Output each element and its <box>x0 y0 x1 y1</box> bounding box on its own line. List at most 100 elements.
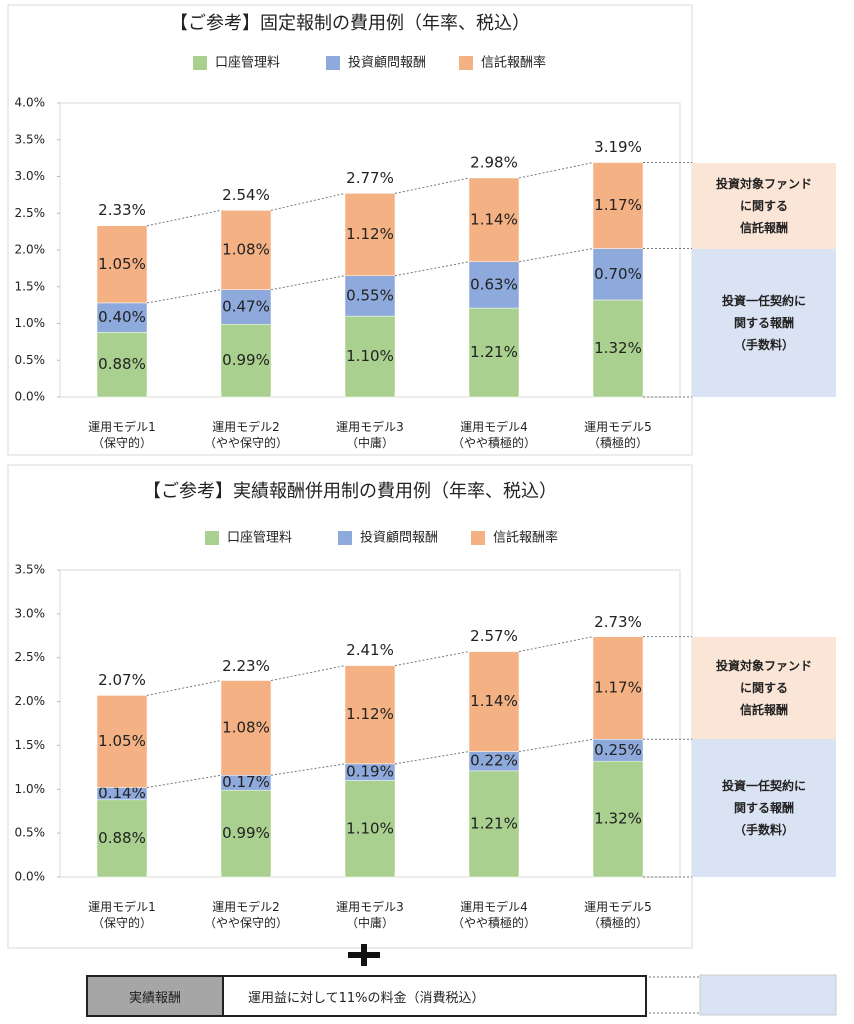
chart-title: 【ご参考】固定報制の費用例（年率、税込） <box>170 13 530 34</box>
bar-segment <box>96 302 148 333</box>
connector <box>394 177 470 194</box>
bar-segment <box>344 275 396 317</box>
y-tick-label: 1.0% <box>15 782 46 796</box>
bar-segment <box>592 636 644 740</box>
value-label: 0.88% <box>98 829 146 847</box>
y-tick-label: 3.0% <box>15 606 46 620</box>
connector <box>270 192 346 211</box>
connector <box>518 248 594 263</box>
x-tick-label: 運用モデル4 （やや積極的） <box>451 900 536 930</box>
value-label: 1.12% <box>346 705 394 723</box>
connector <box>146 289 222 304</box>
legend-swatch <box>338 531 352 545</box>
value-label: 1.12% <box>346 225 394 243</box>
connector <box>394 751 470 765</box>
bar-segment <box>344 780 396 878</box>
bar-segment <box>592 299 644 398</box>
value-label: 1.32% <box>594 339 642 357</box>
connector <box>270 275 346 291</box>
connector <box>394 651 470 667</box>
value-label: 0.70% <box>594 265 642 283</box>
footer-text: 運用益に対して11%の料金（消費税込） <box>248 990 485 1006</box>
legend-label: 口座管理料 <box>227 531 292 546</box>
bar-segment <box>468 261 520 309</box>
x-tick-label: 運用モデル4 （やや積極的） <box>451 420 536 450</box>
legend-label: 口座管理料 <box>215 56 280 71</box>
plus-sign <box>348 944 380 966</box>
x-tick-label: 運用モデル2 （やや保守的） <box>203 420 288 450</box>
total-label: 2.98% <box>470 153 518 171</box>
bar-segment <box>592 760 644 878</box>
x-tick-label: 運用モデル1 （保守的） <box>88 900 156 930</box>
y-tick-label: 0.0% <box>15 390 46 404</box>
bar-segment <box>220 323 272 398</box>
x-tick-label: 運用モデル3 （中庸） <box>336 420 404 450</box>
legend-swatch <box>326 56 340 70</box>
value-label: 0.19% <box>346 763 394 781</box>
value-label: 1.10% <box>346 819 394 837</box>
y-tick-label: 0.0% <box>15 870 46 884</box>
value-label: 1.21% <box>470 814 518 832</box>
total-label: 2.73% <box>594 613 642 631</box>
x-tick-label: 運用モデル3 （中庸） <box>336 900 404 930</box>
total-label: 2.54% <box>222 186 270 204</box>
y-tick-label: 2.5% <box>15 206 46 220</box>
legend-swatch <box>459 56 473 70</box>
annotation: 投資対象ファンド に関する 信託報酬 <box>692 162 836 249</box>
footer-label: 実績報酬 <box>88 977 224 1015</box>
bar-segment <box>468 651 520 752</box>
bar-segment <box>96 695 148 788</box>
x-tick-label: 運用モデル2 （やや保守的） <box>203 900 288 930</box>
annotation: 投資一任契約に 関する報酬 （手数料） <box>692 739 836 877</box>
connector <box>270 763 346 776</box>
connector <box>146 680 222 696</box>
bar-segment <box>344 315 396 398</box>
value-label: 0.55% <box>346 286 394 304</box>
connector <box>270 665 346 682</box>
connector <box>518 162 594 179</box>
total-label: 2.41% <box>346 641 394 659</box>
bar-segment <box>96 799 148 878</box>
connector <box>394 261 470 277</box>
value-label: 1.17% <box>594 196 642 214</box>
bar-segment <box>468 770 520 878</box>
total-label: 2.77% <box>346 169 394 187</box>
x-tick-label: 運用モデル1 （保守的） <box>88 420 156 450</box>
value-label: 1.21% <box>470 343 518 361</box>
y-tick-label: 4.0% <box>15 96 46 110</box>
legend-label: 信託報酬率 <box>481 55 546 71</box>
annotation-box <box>699 974 837 1016</box>
value-label: 1.14% <box>470 692 518 710</box>
legend-swatch <box>471 531 485 545</box>
bar-segment <box>344 193 396 276</box>
bar-segment <box>96 225 148 304</box>
connector <box>518 738 594 753</box>
total-label: 3.19% <box>594 138 642 156</box>
value-label: 1.08% <box>222 718 270 736</box>
y-tick-label: 3.0% <box>15 169 46 183</box>
bar-segment <box>96 332 148 398</box>
bar-segment <box>220 680 272 776</box>
value-label: 1.05% <box>98 732 146 750</box>
y-tick-label: 2.0% <box>15 243 46 257</box>
chart-title: 【ご参考】実績報酬併用制の費用例（年率、税込） <box>143 481 557 502</box>
y-tick-label: 0.5% <box>15 353 46 367</box>
total-label: 2.33% <box>98 201 146 219</box>
value-label: 1.05% <box>98 255 146 273</box>
legend-label: 投資顧問報酬 <box>360 530 438 546</box>
value-label: 0.22% <box>470 752 518 770</box>
value-label: 0.99% <box>222 824 270 842</box>
footer: 実績報酬 運用益に対して11%の料金（消費税込） <box>86 975 647 1017</box>
value-label: 0.63% <box>470 275 518 293</box>
connector <box>146 209 222 227</box>
total-label: 2.57% <box>470 627 518 645</box>
value-label: 1.14% <box>470 210 518 228</box>
y-tick-label: 1.5% <box>15 738 46 752</box>
y-tick-label: 2.0% <box>15 694 46 708</box>
y-tick-label: 2.5% <box>15 650 46 664</box>
annotation: 投資一任契約に 関する報酬 （手数料） <box>692 248 836 397</box>
x-tick-label: 運用モデル5 （積極的） <box>584 900 652 930</box>
value-label: 1.32% <box>594 810 642 828</box>
